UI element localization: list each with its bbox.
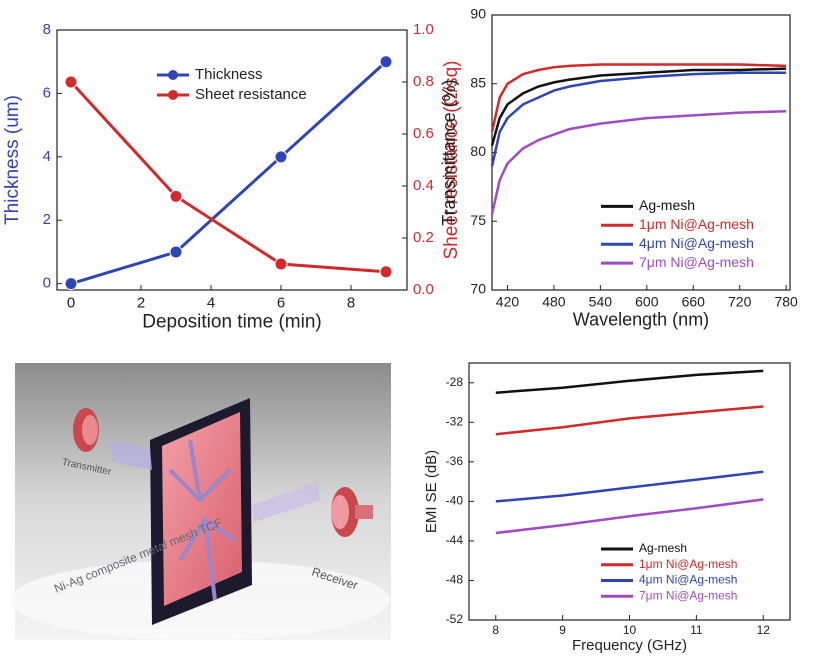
series-line (496, 371, 764, 393)
x-axis-label: Frequency (GHz) (572, 637, 687, 654)
point (275, 151, 287, 163)
x-tick-label: 600 (635, 293, 659, 309)
legend-label: 7μm Ni@Ag-mesh (639, 588, 737, 602)
point (170, 246, 182, 258)
legend-label: Ag-mesh (639, 197, 695, 213)
y-tick-label: 8 (43, 21, 51, 38)
y-tick-label: 80 (470, 143, 486, 159)
point (380, 56, 392, 68)
x-tick-label: 11 (690, 623, 703, 637)
series-line (496, 472, 764, 502)
y-tick-label: -40 (446, 494, 464, 508)
x-tick-label: 2 (137, 294, 145, 311)
series-line (496, 499, 764, 533)
y-tick-label: -36 (446, 454, 464, 468)
point (170, 190, 182, 202)
y-axis-label: Thickness (um) (2, 95, 23, 225)
x-tick-label: 9 (559, 623, 566, 637)
point (65, 76, 77, 88)
figure: Transmitter Receiver Ni-Ag composite met… (0, 0, 818, 665)
y2-tick-label: 0.4 (413, 177, 434, 194)
legend-label: 1μm Ni@Ag-mesh (639, 557, 737, 571)
series-line (71, 82, 386, 272)
x-tick-label: 12 (757, 623, 771, 637)
x-tick-label: 0 (67, 294, 75, 311)
x-tick-label: 660 (682, 293, 706, 309)
y2-tick-label: 0.2 (413, 229, 434, 246)
legend-marker (168, 90, 178, 100)
y2-tick-label: 1.0 (413, 21, 434, 38)
y-tick-label: 4 (43, 148, 51, 165)
x-tick-label: 780 (774, 293, 798, 309)
legend-label: 4μm Ni@Ag-mesh (639, 235, 754, 251)
x-tick-label: 540 (589, 293, 613, 309)
legend-label: Ag-mesh (639, 541, 687, 555)
y-tick-label: 90 (470, 6, 486, 22)
y-tick-label: -44 (446, 533, 464, 547)
x-tick-label: 4 (207, 294, 215, 311)
point (380, 266, 392, 278)
legend-label: Sheet resistance (195, 86, 307, 103)
legend-label: Thickness (195, 66, 263, 83)
x-tick-label: 480 (542, 293, 566, 309)
y-tick-label: -52 (446, 612, 464, 626)
y-tick-label: 6 (43, 84, 51, 101)
y2-tick-label: 0.6 (413, 125, 434, 142)
legend-label: 1μm Ni@Ag-mesh (639, 216, 754, 232)
series-line (496, 407, 764, 435)
y2-tick-label: 0.0 (413, 281, 434, 298)
y-tick-label: -32 (446, 414, 464, 428)
x-tick-label: 8 (347, 294, 355, 311)
point (275, 258, 287, 270)
x-axis-label: Wavelength (nm) (573, 309, 709, 329)
y-tick-label: 0 (43, 275, 51, 292)
y-tick-label: 70 (470, 281, 486, 297)
y-tick-label: -28 (446, 375, 464, 389)
legend-marker (168, 70, 178, 80)
x-tick-label: 720 (728, 293, 752, 309)
y-tick-label: 85 (470, 74, 486, 90)
series-line (492, 69, 786, 146)
x-tick-label: 8 (492, 623, 499, 637)
y2-tick-label: 0.8 (413, 73, 434, 90)
y-axis-label: EMI SE (dB) (423, 450, 440, 533)
illustration: Transmitter Receiver Ni-Ag composite met… (10, 363, 391, 640)
x-tick-label: 6 (277, 294, 285, 311)
y-tick-label: -48 (446, 573, 464, 587)
x-axis-label: Deposition time (min) (142, 312, 322, 333)
y-axis-label: Transmittance (%) (439, 79, 459, 225)
x-tick-label: 10 (623, 623, 637, 637)
x-tick-label: 420 (496, 293, 520, 309)
y-tick-label: 75 (470, 212, 486, 228)
legend-label: 7μm Ni@Ag-mesh (639, 254, 754, 270)
legend-label: 4μm Ni@Ag-mesh (639, 573, 737, 587)
point (65, 278, 77, 290)
y-tick-label: 2 (43, 211, 51, 228)
